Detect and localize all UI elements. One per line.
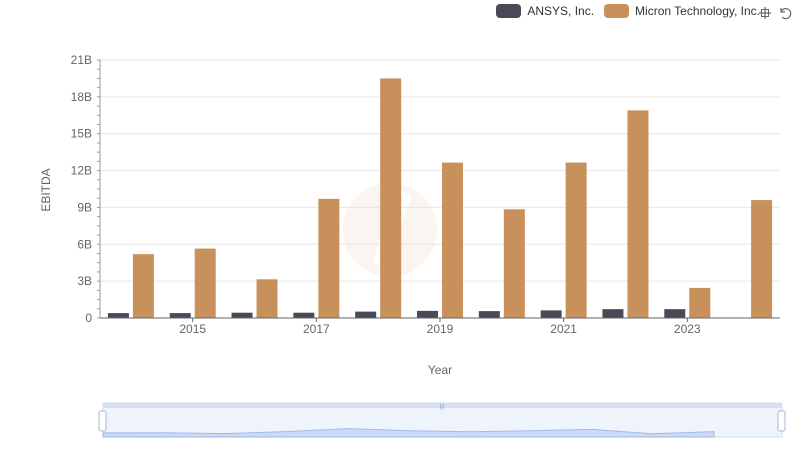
bar-micron-2023[interactable]: [689, 287, 711, 318]
y-tick-label: 12B: [71, 164, 92, 178]
bar-ansys-2020[interactable]: [478, 311, 500, 318]
y-tick-label: 0: [85, 311, 92, 325]
chart-legend: ANSYS, Inc. Micron Technology, Inc.: [496, 4, 760, 18]
x-axis-label: Year: [428, 363, 452, 377]
bar-ansys-2016[interactable]: [231, 312, 253, 318]
legend-swatch: [496, 4, 522, 18]
x-tick-label: 2023: [674, 322, 701, 336]
bar-micron-2014[interactable]: [132, 254, 154, 318]
bar-ansys-2017[interactable]: [293, 312, 315, 318]
bar-micron-2015[interactable]: [194, 248, 216, 318]
x-tick-label: 2021: [550, 322, 577, 336]
x-tick-label: 2017: [303, 322, 330, 336]
zoom-preview-area: [102, 428, 715, 438]
zoom-icon[interactable]: [758, 6, 772, 20]
bar-micron-2018[interactable]: [380, 78, 402, 318]
y-tick-label: 15B: [71, 127, 92, 141]
bar-ansys-2022[interactable]: [602, 309, 624, 318]
y-tick-label: 21B: [71, 53, 92, 67]
bar-ansys-2014[interactable]: [107, 313, 129, 318]
legend-item-0[interactable]: ANSYS, Inc.: [496, 4, 594, 18]
bar-micron-2019[interactable]: [442, 162, 463, 318]
data-zoom-slider[interactable]: |||: [98, 402, 786, 438]
bar-ansys-2019[interactable]: [417, 310, 438, 318]
bar-micron-2020[interactable]: [503, 209, 525, 318]
y-tick-label: 6B: [77, 237, 92, 251]
bar-micron-2022[interactable]: [627, 110, 649, 318]
bar-ansys-2018[interactable]: [355, 311, 377, 318]
legend-label: Micron Technology, Inc.: [635, 4, 760, 18]
bar-micron-2017[interactable]: [318, 198, 340, 318]
restore-icon[interactable]: [778, 6, 792, 20]
legend-label: ANSYS, Inc.: [527, 4, 595, 18]
bar-ansys-2015[interactable]: [169, 313, 191, 318]
legend-item-1[interactable]: Micron Technology, Inc.: [604, 4, 760, 18]
legend-swatch: [604, 4, 630, 18]
y-tick-label: 3B: [77, 274, 92, 288]
zoom-handle-left[interactable]: [98, 410, 107, 432]
zoom-drag-grip[interactable]: |||: [440, 404, 445, 410]
y-tick-label: 9B: [77, 200, 92, 214]
bar-micron-2024[interactable]: [751, 200, 773, 318]
x-tick-label: 2015: [179, 322, 206, 336]
bar-micron-2016[interactable]: [256, 279, 278, 318]
chart-toolbox: [758, 6, 792, 20]
bar-ansys-2023[interactable]: [664, 309, 686, 318]
y-axis-label: EBITDA: [39, 168, 53, 211]
zoom-handle-right[interactable]: [777, 410, 786, 432]
bar-ansys-2021[interactable]: [540, 310, 562, 318]
zoom-top-bar[interactable]: [103, 403, 782, 408]
y-tick-label: 18B: [71, 90, 92, 104]
bar-micron-2021[interactable]: [565, 162, 587, 318]
x-tick-label: 2019: [427, 322, 454, 336]
